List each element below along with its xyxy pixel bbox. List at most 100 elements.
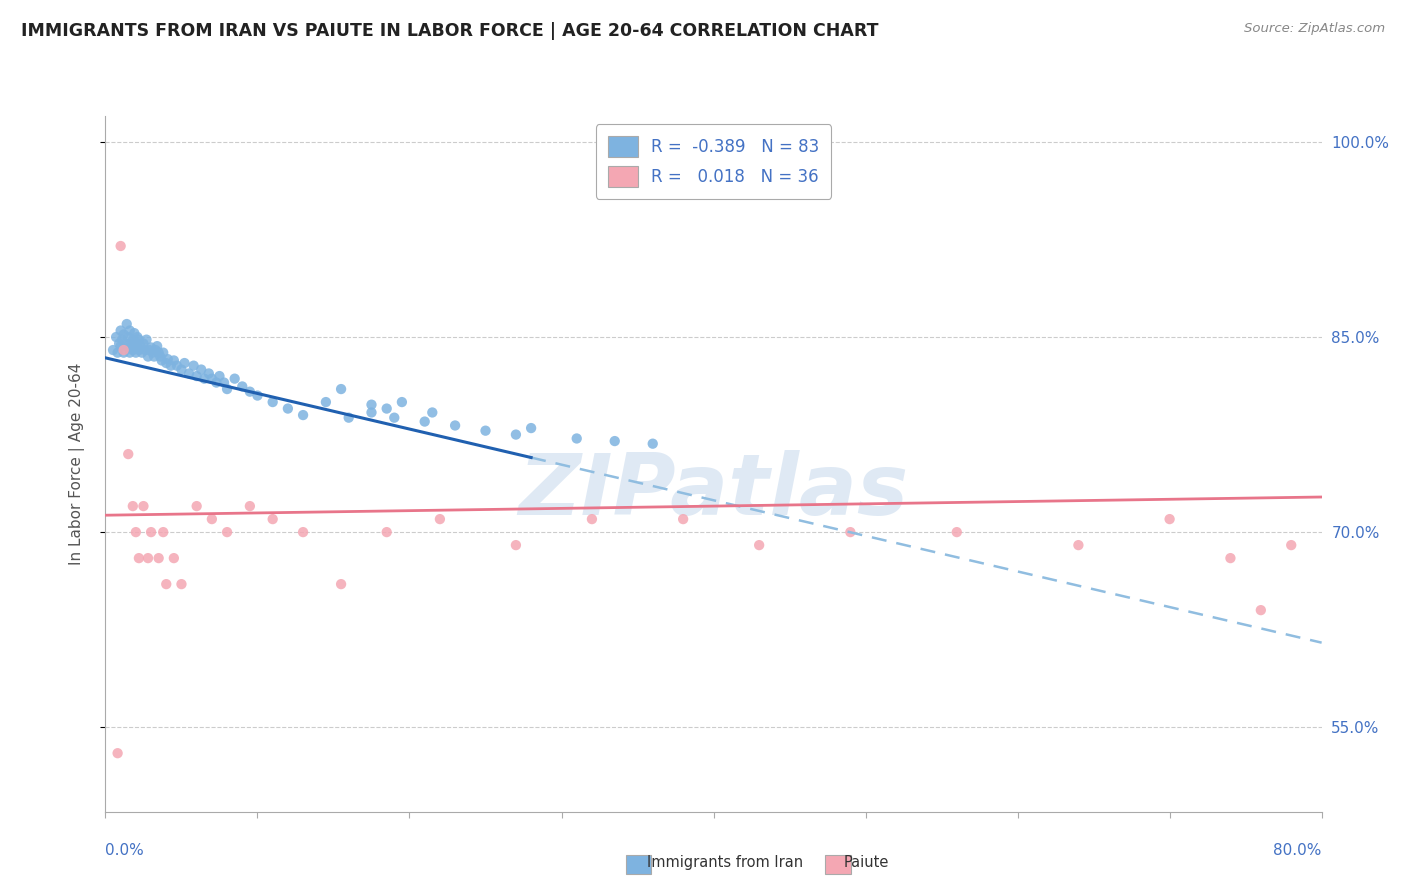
Point <box>110 239 132 253</box>
Point <box>128 333 150 347</box>
Point <box>201 372 224 386</box>
Text: IMMIGRANTS FROM IRAN VS PAIUTE IN LABOR FORCE | AGE 20-64 CORRELATION CHART: IMMIGRANTS FROM IRAN VS PAIUTE IN LABOR … <box>21 22 879 40</box>
Point <box>277 401 299 416</box>
Point <box>117 341 139 355</box>
Point <box>330 382 353 396</box>
Legend: R =  -0.389   N = 83, R =   0.018   N = 36: R = -0.389 N = 83, R = 0.018 N = 36 <box>596 124 831 199</box>
Y-axis label: In Labor Force | Age 20-64: In Labor Force | Age 20-64 <box>69 363 84 565</box>
Point <box>107 746 129 760</box>
Point <box>505 538 527 552</box>
Point <box>120 336 142 351</box>
Point <box>839 525 862 540</box>
Point <box>166 359 188 373</box>
Point <box>115 317 138 331</box>
Point <box>193 372 215 386</box>
Point <box>146 339 169 353</box>
Point <box>139 525 162 540</box>
Point <box>145 343 167 357</box>
Point <box>129 339 152 353</box>
Point <box>152 525 174 540</box>
Point <box>603 434 626 448</box>
Point <box>231 379 253 393</box>
Point <box>110 339 132 353</box>
Point <box>155 577 177 591</box>
Point <box>125 525 148 540</box>
Point <box>748 538 770 552</box>
Point <box>212 376 235 390</box>
Point <box>112 327 135 342</box>
Point <box>1067 538 1090 552</box>
Point <box>114 336 136 351</box>
Point <box>420 405 443 419</box>
Point <box>117 447 139 461</box>
Point <box>205 376 228 390</box>
Point <box>330 577 353 591</box>
Point <box>474 424 496 438</box>
Point <box>239 499 262 513</box>
Point <box>217 382 239 396</box>
Point <box>107 345 129 359</box>
Point <box>429 512 451 526</box>
Point <box>108 336 131 351</box>
Point <box>124 336 146 351</box>
Point <box>186 369 208 384</box>
Point <box>360 405 382 419</box>
Text: Immigrants from Iran: Immigrants from Iran <box>647 855 803 870</box>
Point <box>641 436 664 450</box>
Point <box>149 350 172 364</box>
Point <box>118 345 141 359</box>
Point <box>142 345 165 359</box>
Point <box>155 356 177 370</box>
Point <box>391 395 413 409</box>
Text: Paiute: Paiute <box>844 855 889 870</box>
Point <box>183 359 205 373</box>
Point <box>945 525 967 540</box>
Point <box>105 330 128 344</box>
Point <box>132 336 155 351</box>
Point <box>375 401 398 416</box>
Point <box>520 421 543 435</box>
Point <box>190 362 212 376</box>
Point <box>170 577 193 591</box>
Point <box>201 512 224 526</box>
Point <box>101 343 124 357</box>
Point <box>159 359 181 373</box>
Point <box>148 551 170 566</box>
Point <box>163 353 186 368</box>
Point <box>127 336 149 351</box>
Point <box>139 341 162 355</box>
Point <box>581 512 603 526</box>
Point <box>128 343 150 357</box>
Point <box>135 333 157 347</box>
Point <box>128 551 150 566</box>
Point <box>112 345 135 359</box>
Point <box>672 512 695 526</box>
Point <box>110 811 132 825</box>
Point <box>121 499 143 513</box>
Text: 80.0%: 80.0% <box>1274 843 1322 858</box>
Point <box>224 372 246 386</box>
Point <box>382 410 405 425</box>
Point <box>505 427 527 442</box>
Point <box>375 525 398 540</box>
Point <box>198 367 221 381</box>
Point <box>565 432 588 446</box>
Point <box>173 356 195 370</box>
Point <box>136 350 159 364</box>
Point <box>134 343 156 357</box>
Point <box>112 343 135 357</box>
Point <box>239 384 262 399</box>
Point <box>186 499 208 513</box>
Point <box>121 343 143 357</box>
Point <box>262 395 284 409</box>
Text: Source: ZipAtlas.com: Source: ZipAtlas.com <box>1244 22 1385 36</box>
Point <box>138 343 160 357</box>
Point <box>131 345 153 359</box>
Point <box>1219 551 1241 566</box>
Point <box>170 362 193 376</box>
Text: ZIPatlas: ZIPatlas <box>519 450 908 533</box>
Point <box>292 525 315 540</box>
Point <box>315 395 337 409</box>
Point <box>143 350 166 364</box>
Point <box>136 551 159 566</box>
